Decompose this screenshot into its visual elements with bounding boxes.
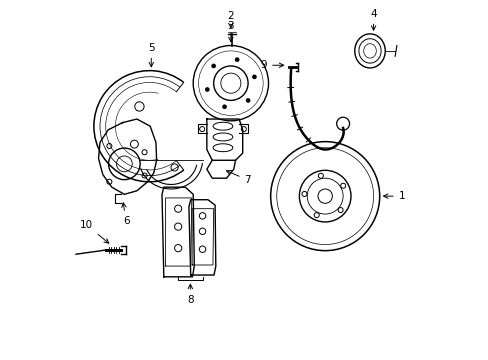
Circle shape — [252, 75, 256, 78]
Circle shape — [235, 58, 238, 61]
Circle shape — [246, 99, 249, 102]
Text: 5: 5 — [148, 43, 154, 67]
Text: 8: 8 — [186, 284, 193, 305]
Text: 1: 1 — [383, 191, 405, 201]
Text: 4: 4 — [369, 9, 376, 30]
Circle shape — [212, 64, 215, 68]
Text: 6: 6 — [122, 203, 129, 226]
Text: 2: 2 — [227, 11, 234, 21]
Text: 7: 7 — [226, 171, 251, 185]
Circle shape — [205, 88, 208, 91]
Text: 3: 3 — [227, 21, 234, 31]
Circle shape — [223, 105, 226, 108]
Text: 10: 10 — [80, 220, 109, 243]
Text: 9: 9 — [260, 60, 283, 70]
